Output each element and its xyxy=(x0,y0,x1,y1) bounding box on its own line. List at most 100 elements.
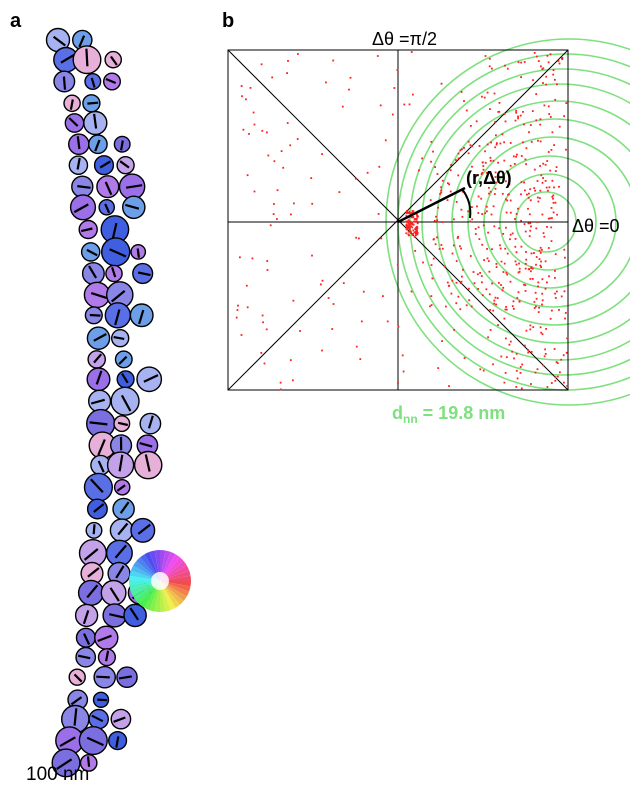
scatter-point xyxy=(544,260,547,263)
scatter-point xyxy=(496,142,498,144)
scatter-point xyxy=(362,290,365,293)
scatter-point xyxy=(478,238,481,240)
scatter-point xyxy=(484,212,487,215)
scatter-point xyxy=(408,210,411,213)
scatter-point xyxy=(549,116,552,118)
scatter-point xyxy=(512,308,515,310)
scatter-point xyxy=(460,91,463,93)
scatter-point xyxy=(542,232,545,234)
scatter-point xyxy=(492,205,495,208)
scatter-point xyxy=(548,275,550,278)
scatter-point xyxy=(554,78,556,81)
scatter-point xyxy=(406,224,409,227)
scatter-point xyxy=(491,282,493,285)
scatter-point xyxy=(552,69,555,71)
scatter-point xyxy=(430,160,432,163)
scatter-point xyxy=(253,190,256,193)
scatter-point xyxy=(431,277,434,280)
scatter-point xyxy=(266,269,269,271)
moment-arrow xyxy=(118,454,124,472)
scatter-point xyxy=(239,256,241,259)
scatter-point xyxy=(546,54,549,57)
scatter-point xyxy=(552,197,554,200)
moment-arrow xyxy=(105,650,110,662)
scatter-point xyxy=(505,271,508,274)
scatter-point xyxy=(310,177,313,179)
scatter-point xyxy=(413,218,416,221)
scatter-point xyxy=(407,233,410,236)
scatter-point xyxy=(468,299,471,302)
scatter-point xyxy=(535,119,538,122)
scatter-point xyxy=(276,189,279,192)
moment-arrow xyxy=(59,736,76,748)
scatter-point xyxy=(456,237,459,239)
scatter-point xyxy=(533,52,536,54)
moment-arrow xyxy=(89,313,101,317)
scatter-point xyxy=(529,278,532,280)
scatter-point xyxy=(560,358,563,361)
scatter-point xyxy=(245,284,248,287)
scatter-point xyxy=(543,104,546,107)
panel-b-label: b xyxy=(222,10,235,32)
scatter-point xyxy=(495,263,498,265)
scatter-point xyxy=(531,267,534,270)
scatter-point xyxy=(527,349,530,351)
scatter-point xyxy=(242,128,245,131)
scatter-point xyxy=(492,309,495,312)
scatter-point xyxy=(549,217,551,220)
scatter-point xyxy=(412,93,414,96)
scatter-point xyxy=(524,189,526,192)
scatter-point xyxy=(523,344,526,347)
scatter-point xyxy=(539,251,542,254)
scatter-point xyxy=(517,291,520,294)
scatter-point xyxy=(517,117,519,120)
scatter-point xyxy=(530,252,533,255)
scatter-point xyxy=(327,297,330,299)
scatter-point xyxy=(525,258,528,261)
scatter-point xyxy=(499,142,502,145)
scatter-point xyxy=(447,285,450,287)
scatter-point xyxy=(522,111,524,113)
scatter-point xyxy=(436,220,439,223)
moment-arrow xyxy=(115,565,125,579)
scatter-point xyxy=(408,103,411,106)
scatter-point xyxy=(501,289,504,292)
scatter-point xyxy=(524,284,527,287)
scatter-point xyxy=(276,218,278,220)
scatter-point xyxy=(533,168,536,171)
scatter-point xyxy=(525,163,527,166)
scatter-point xyxy=(557,60,560,62)
scatter-point xyxy=(521,363,523,366)
scatter-point xyxy=(515,386,518,388)
right-axis-label: Δθ =0 xyxy=(572,216,620,236)
moment-arrow xyxy=(110,55,118,66)
scatter-point xyxy=(544,163,547,166)
scatter-point xyxy=(405,224,408,227)
scatter-point xyxy=(517,115,519,118)
scatter-point xyxy=(408,234,410,237)
scatter-point xyxy=(342,282,345,284)
scatter-point xyxy=(541,181,544,184)
scatter-point xyxy=(299,330,301,332)
scatter-point xyxy=(517,271,520,274)
scatter-point xyxy=(513,357,515,360)
scatter-point xyxy=(248,133,250,135)
scatter-point xyxy=(406,221,408,223)
scatter-point xyxy=(541,68,544,71)
scatter-point xyxy=(413,236,416,238)
scatter-point xyxy=(467,210,469,213)
scatter-point xyxy=(414,250,417,252)
scatter-point xyxy=(501,192,504,195)
scatter-point xyxy=(532,79,534,81)
scatter-point xyxy=(473,282,476,285)
scatter-point xyxy=(524,158,527,161)
scatter-point xyxy=(376,55,379,57)
scatter-point xyxy=(286,72,288,74)
scatter-point xyxy=(520,155,523,157)
scatter-point xyxy=(544,180,547,182)
moment-arrow xyxy=(60,53,75,64)
scatter-point xyxy=(524,290,527,292)
scatter-point xyxy=(296,138,299,140)
scatter-point xyxy=(382,295,384,297)
moment-arrow xyxy=(93,503,105,513)
